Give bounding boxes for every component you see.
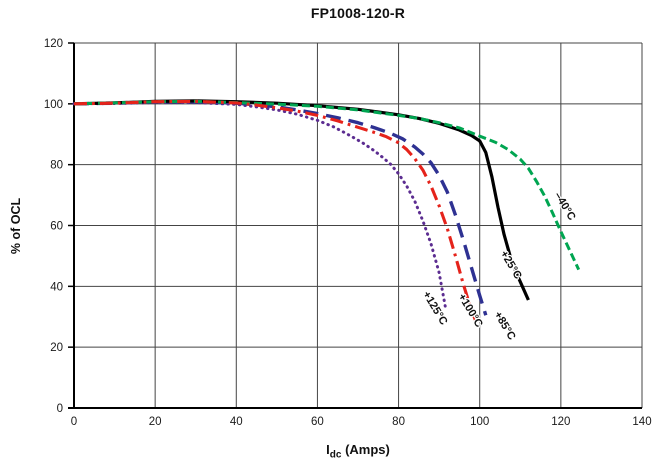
y-tick-label: 0 xyxy=(57,403,63,415)
x-tick-label: 0 xyxy=(71,416,77,428)
curve-label-plus25C: +25°C xyxy=(498,249,524,282)
x-axis-title-rest: (Amps) xyxy=(341,442,390,457)
x-tick-label: 140 xyxy=(632,416,651,428)
y-tick-label: 60 xyxy=(50,221,63,233)
y-tick-label: 20 xyxy=(50,342,63,354)
x-tick-label: 120 xyxy=(551,416,570,428)
y-tick-label: 40 xyxy=(50,281,63,293)
chart-title: FP1008-120-R xyxy=(310,5,406,21)
x-axis-title-main: I xyxy=(326,442,330,457)
y-tick-label: 120 xyxy=(44,38,63,50)
curve-label-plus125C: +125°C xyxy=(420,289,449,327)
x-tick-label: 80 xyxy=(392,416,405,428)
y-tick-label: 80 xyxy=(50,160,63,172)
curve-minus40C xyxy=(73,99,581,271)
y-tick-label: 100 xyxy=(44,99,63,111)
x-tick-label: 20 xyxy=(149,416,162,428)
x-axis-title: Idc (Amps) xyxy=(74,442,642,461)
x-tick-label: 100 xyxy=(470,416,489,428)
x-axis-title-sub: dc xyxy=(329,449,342,461)
curve-plus125C xyxy=(72,101,447,308)
curve-plus100C xyxy=(73,99,478,324)
x-tick-label: 40 xyxy=(230,416,243,428)
curve-plus85C xyxy=(73,100,488,316)
curve-label-plus85C: +85°C xyxy=(491,309,517,342)
curve-label-minus40C: –40°C xyxy=(552,190,578,223)
x-tick-label: 60 xyxy=(311,416,324,428)
